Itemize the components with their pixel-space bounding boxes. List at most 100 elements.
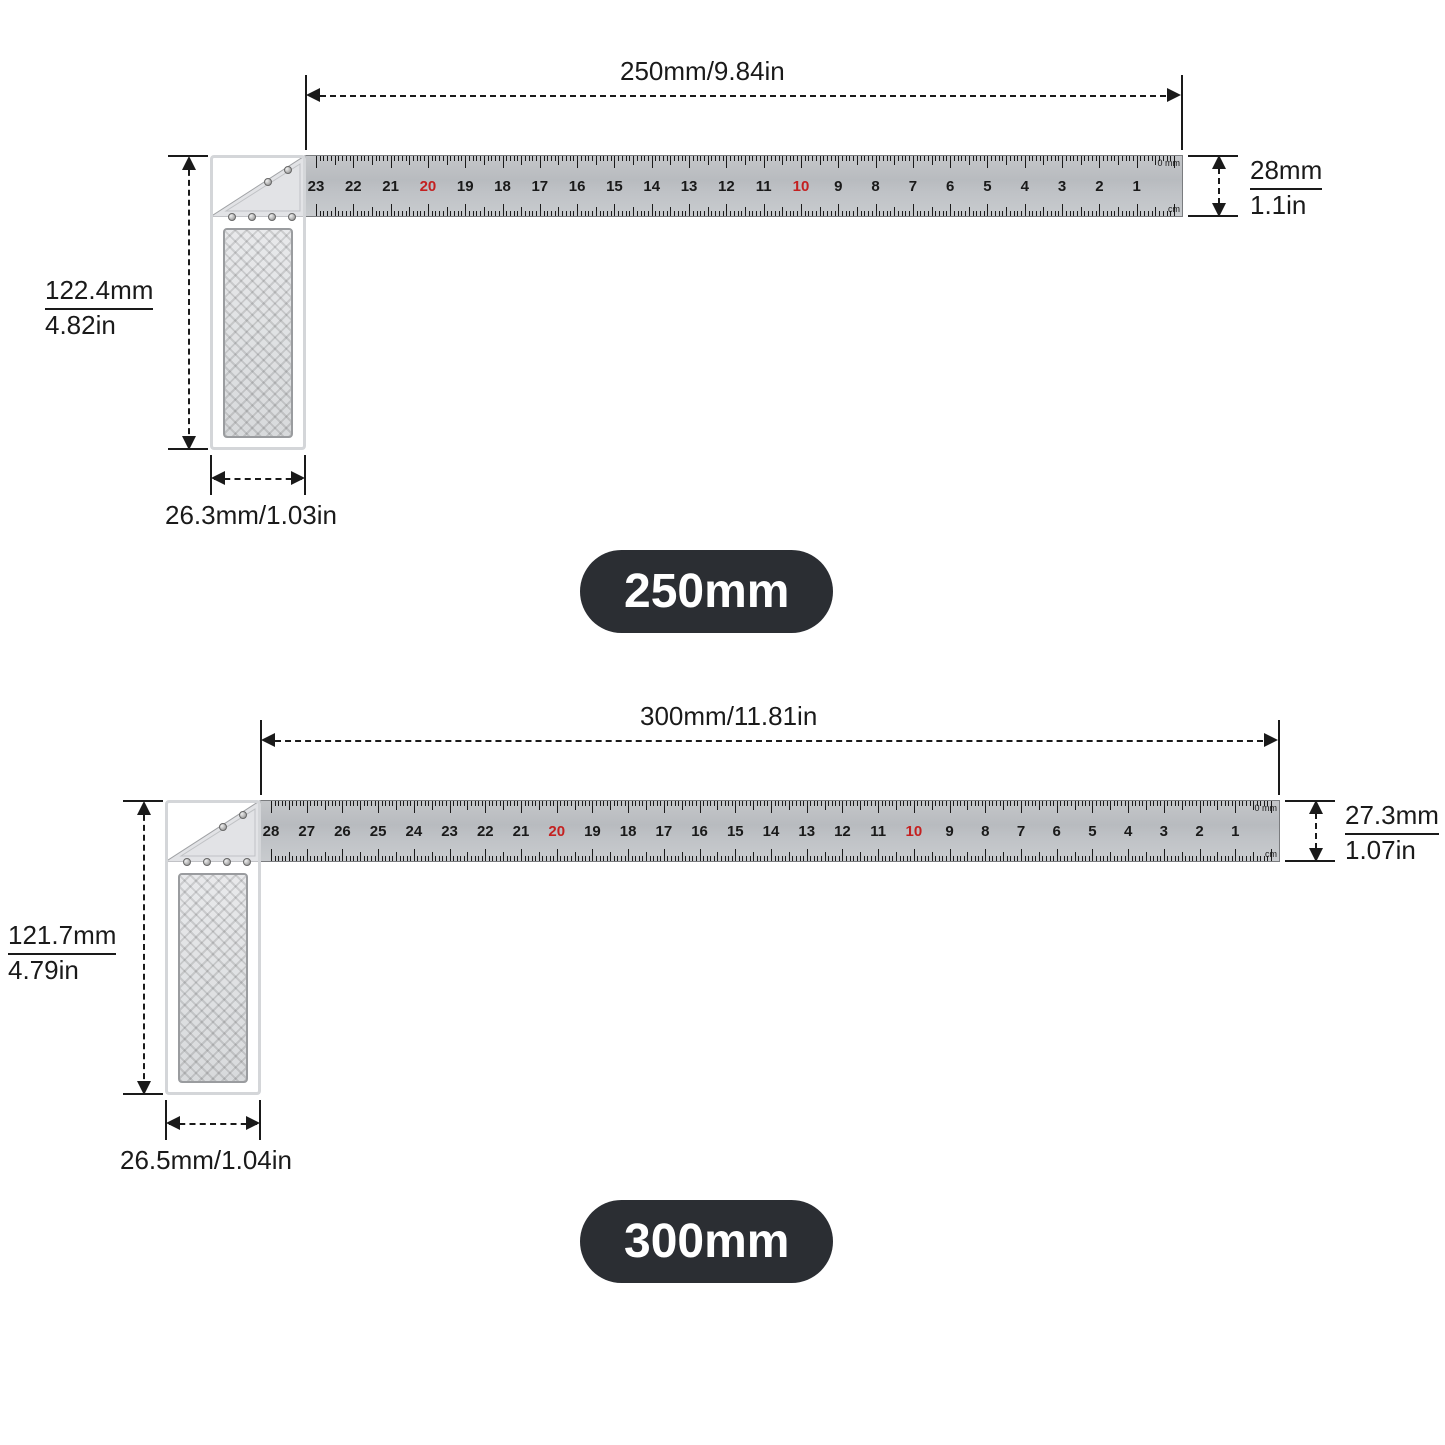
tick [1014, 801, 1015, 806]
tick [700, 849, 701, 861]
tick [1174, 204, 1175, 216]
tick [738, 211, 739, 216]
tick [421, 856, 422, 861]
tick [1114, 211, 1115, 216]
tick [1050, 856, 1051, 861]
tick [835, 856, 836, 861]
tick [458, 211, 459, 216]
tick [921, 856, 922, 861]
tick [357, 211, 358, 216]
tick [1096, 801, 1097, 806]
tick [879, 156, 880, 161]
tick [764, 204, 765, 216]
tick [417, 801, 418, 806]
tick [325, 852, 326, 861]
tick [296, 801, 297, 806]
tick [887, 211, 888, 216]
tick [435, 856, 436, 861]
tick [376, 211, 377, 216]
tick [1047, 156, 1048, 161]
tick [827, 156, 828, 161]
tick [980, 156, 981, 161]
tick [484, 156, 485, 165]
tick [1058, 156, 1059, 161]
tick [667, 211, 668, 216]
tick [1014, 856, 1015, 861]
arrow-icon [1309, 800, 1323, 814]
tick [739, 801, 740, 806]
tick [967, 852, 968, 861]
tick [719, 156, 720, 161]
tick [1057, 801, 1058, 813]
tick [704, 211, 705, 216]
dim-bottom-label: 26.5mm/1.04in [120, 1145, 292, 1176]
tick [1088, 211, 1089, 216]
tick [425, 856, 426, 861]
tick [946, 856, 947, 861]
tick [984, 211, 985, 216]
tick [484, 207, 485, 216]
tick [1207, 856, 1208, 861]
tick [417, 856, 418, 861]
tick [868, 211, 869, 216]
tick [832, 801, 833, 806]
tick [707, 801, 708, 806]
tick [476, 211, 477, 216]
tick [417, 211, 418, 216]
tick [1163, 211, 1164, 216]
tick [1207, 801, 1208, 806]
tick-number: 24 [406, 823, 423, 840]
tick [801, 204, 802, 216]
tick [835, 156, 836, 161]
tick [924, 156, 925, 161]
tick [1010, 156, 1011, 161]
tick [900, 801, 901, 806]
tick [1111, 156, 1112, 161]
tick-number: 11 [756, 178, 772, 195]
tick [621, 856, 622, 861]
tick [831, 156, 832, 161]
tick [637, 211, 638, 216]
tick [626, 156, 627, 161]
ruler-blade-300: 0 mmcm1234567891011121314151617181920212… [260, 800, 1280, 862]
tick [816, 211, 817, 216]
tick [887, 156, 888, 161]
tick [420, 211, 421, 216]
tick [592, 849, 593, 861]
tick [1114, 856, 1115, 861]
tick [550, 856, 551, 861]
tick [1235, 849, 1236, 861]
dim-right-mm: 28mm [1250, 155, 1322, 190]
tick [424, 156, 425, 161]
tick [1070, 156, 1071, 161]
tick [589, 856, 590, 861]
tick [849, 156, 850, 161]
tick [714, 801, 715, 806]
tick [749, 211, 750, 216]
tick [1060, 856, 1061, 861]
tick [1126, 156, 1127, 161]
tick [682, 211, 683, 216]
tick [964, 801, 965, 806]
tick [1271, 849, 1272, 861]
tick [492, 856, 493, 861]
dim-bottom-label: 26.3mm/1.03in [165, 500, 337, 531]
tick [1014, 211, 1015, 216]
tick [1129, 211, 1130, 216]
tick [823, 211, 824, 216]
dim-left-label: 121.7mm 4.79in [8, 920, 116, 986]
tick [1081, 207, 1082, 216]
tick [346, 156, 347, 161]
tick [457, 856, 458, 861]
tick [853, 156, 854, 161]
tick [633, 156, 634, 165]
tick [506, 211, 507, 216]
tick [400, 801, 401, 806]
tick [625, 801, 626, 806]
tick [703, 801, 704, 806]
tick [1163, 156, 1164, 161]
tick [644, 211, 645, 216]
tick [1137, 204, 1138, 216]
tick [1178, 801, 1179, 806]
tick [812, 156, 813, 161]
